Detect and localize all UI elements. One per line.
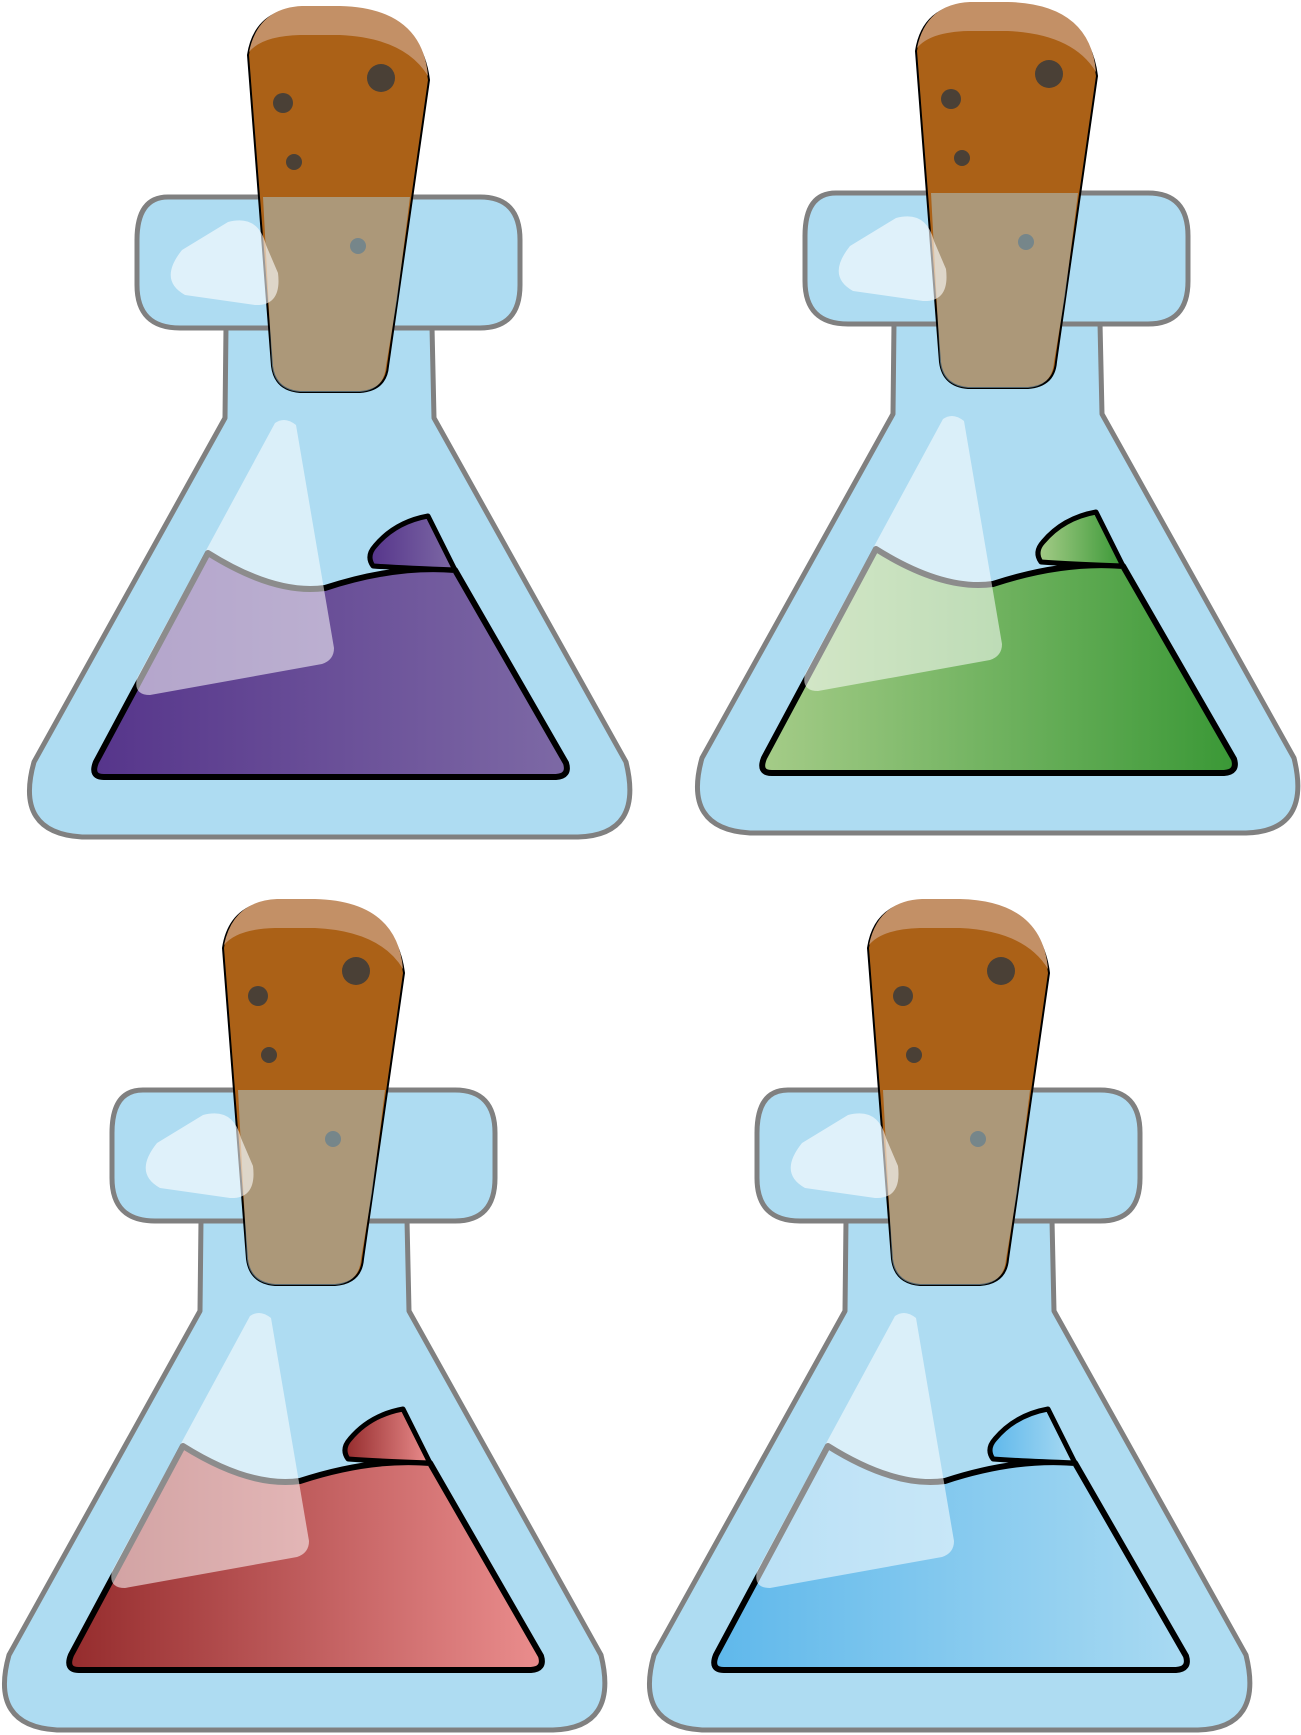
neck-highlight — [790, 1113, 899, 1199]
cork-spot — [350, 238, 366, 254]
cork-spot — [325, 1131, 341, 1147]
cork-spot — [893, 986, 913, 1006]
cork-spot — [906, 1047, 922, 1063]
body-highlight — [756, 1312, 954, 1588]
body-highlight — [111, 1312, 309, 1588]
cork-spot — [286, 154, 302, 170]
cork-top — [249, 6, 428, 76]
red-potion-flask — [2, 899, 608, 1733]
liquid-splash — [1035, 509, 1126, 569]
cork-spot — [1018, 234, 1034, 250]
cork-spot — [342, 957, 370, 985]
cork-glass-overlay — [931, 193, 1078, 388]
body-highlight — [804, 415, 1002, 691]
cork-spot — [1035, 60, 1063, 88]
cork-spot — [273, 93, 293, 113]
cork-top — [224, 899, 403, 969]
cork-top — [869, 899, 1048, 969]
green-potion-flask — [695, 2, 1301, 836]
liquid-splash — [987, 1406, 1078, 1466]
cork-glass-overlay — [238, 1090, 385, 1285]
cork-glass-overlay — [263, 197, 410, 392]
cork-top — [917, 2, 1096, 72]
cork-spot — [941, 89, 961, 109]
cork-spot — [970, 1131, 986, 1147]
cork-spot — [261, 1047, 277, 1063]
neck-highlight — [838, 216, 947, 302]
cork-glass-overlay — [883, 1090, 1030, 1285]
cork-spot — [367, 64, 395, 92]
liquid-splash — [367, 513, 458, 573]
body-highlight — [136, 419, 334, 695]
cork-spot — [987, 957, 1015, 985]
neck-highlight — [170, 220, 279, 306]
liquid-splash — [342, 1406, 433, 1466]
cork-spot — [954, 150, 970, 166]
cork-spot — [248, 986, 268, 1006]
blue-potion-flask — [647, 899, 1253, 1733]
neck-highlight — [145, 1113, 254, 1199]
purple-potion-flask — [27, 6, 633, 840]
